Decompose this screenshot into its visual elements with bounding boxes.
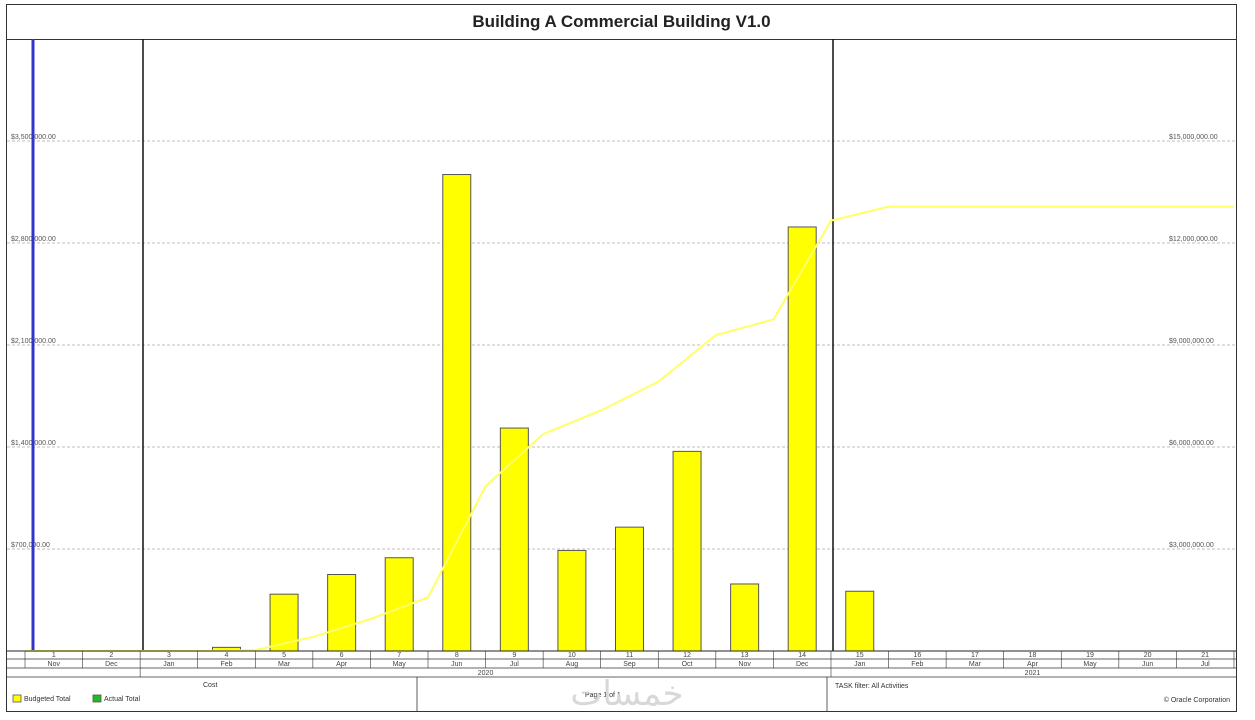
month-label: Jul xyxy=(1201,661,1210,668)
period-label: 21 xyxy=(1201,652,1209,659)
bar xyxy=(327,574,357,652)
period-label: 20 xyxy=(1144,652,1152,659)
period-label: 10 xyxy=(568,652,576,659)
bar xyxy=(730,583,760,652)
period-label: 13 xyxy=(741,652,749,659)
period-label: 8 xyxy=(455,652,459,659)
month-label: Aug xyxy=(566,661,579,668)
period-label: 12 xyxy=(683,652,691,659)
month-label: Jun xyxy=(1142,661,1153,668)
legend-swatch-budgeted xyxy=(12,694,22,703)
month-label: Dec xyxy=(796,661,809,668)
bar xyxy=(845,590,875,652)
year-label: 2020 xyxy=(478,670,494,677)
watermark: خمسات xyxy=(570,674,683,713)
right-tick-label: $3,000,000.00 xyxy=(1169,542,1214,549)
month-label: Apr xyxy=(336,661,348,668)
period-label: 4 xyxy=(225,652,229,659)
month-label: May xyxy=(393,661,407,668)
month-label: Oct xyxy=(682,661,693,668)
bar xyxy=(672,450,702,652)
chart-svg: $700,000.00$1,400,000.00$2,100,000.00$2,… xyxy=(7,39,1236,713)
period-label: 1 xyxy=(52,652,56,659)
right-tick-label: $15,000,000.00 xyxy=(1169,134,1218,141)
footer-page-label: Page 1 of 1 xyxy=(585,692,621,699)
bar xyxy=(787,226,817,652)
month-label: Jan xyxy=(854,661,865,668)
period-label: 9 xyxy=(512,652,516,659)
period-label: 18 xyxy=(1029,652,1037,659)
bar xyxy=(269,593,299,652)
period-label: 15 xyxy=(856,652,864,659)
right-tick-label: $12,000,000.00 xyxy=(1169,236,1218,243)
chart-title: Building A Commercial Building V1.0 xyxy=(472,12,771,31)
legend-label-actual: Actual Total xyxy=(104,696,141,703)
month-label: Jun xyxy=(451,661,462,668)
bar xyxy=(442,174,472,652)
month-label: Sep xyxy=(623,661,636,668)
bar xyxy=(557,549,587,652)
right-tick-label: $6,000,000.00 xyxy=(1169,440,1214,447)
report-frame: Building A Commercial Building V1.0 $700… xyxy=(6,4,1237,713)
bar xyxy=(499,427,529,652)
period-label: 2 xyxy=(109,652,113,659)
left-tick-label: $700,000.00 xyxy=(11,542,50,549)
legend-swatch-actual xyxy=(92,694,102,703)
month-label: Feb xyxy=(220,661,232,668)
period-label: 11 xyxy=(626,652,633,659)
month-label: Jul xyxy=(510,661,519,668)
month-label: Apr xyxy=(1027,661,1039,668)
month-label: Nov xyxy=(738,661,751,668)
month-label: Mar xyxy=(969,661,982,668)
month-label: Feb xyxy=(911,661,923,668)
year-label: 2021 xyxy=(1025,670,1041,677)
bar xyxy=(614,526,644,652)
month-label: May xyxy=(1083,661,1097,668)
period-label: 3 xyxy=(167,652,171,659)
month-label: Mar xyxy=(278,661,291,668)
footer-cost-label: Cost xyxy=(203,682,217,689)
footer-filter-label: TASK filter: All Activities xyxy=(835,683,909,690)
legend-label-budgeted: Budgeted Total xyxy=(24,696,71,703)
period-label: 19 xyxy=(1086,652,1094,659)
period-label: 7 xyxy=(397,652,401,659)
period-label: 16 xyxy=(913,652,921,659)
right-tick-label: $9,000,000.00 xyxy=(1169,338,1214,345)
footer-copyright: © Oracle Corporation xyxy=(1164,696,1230,704)
period-label: 17 xyxy=(971,652,979,659)
title-bar: Building A Commercial Building V1.0 xyxy=(7,5,1236,40)
month-label: Dec xyxy=(105,661,118,668)
period-label: 6 xyxy=(340,652,344,659)
period-label: 14 xyxy=(798,652,806,659)
period-label: 5 xyxy=(282,652,286,659)
month-label: Nov xyxy=(48,661,61,668)
month-label: Jan xyxy=(163,661,174,668)
